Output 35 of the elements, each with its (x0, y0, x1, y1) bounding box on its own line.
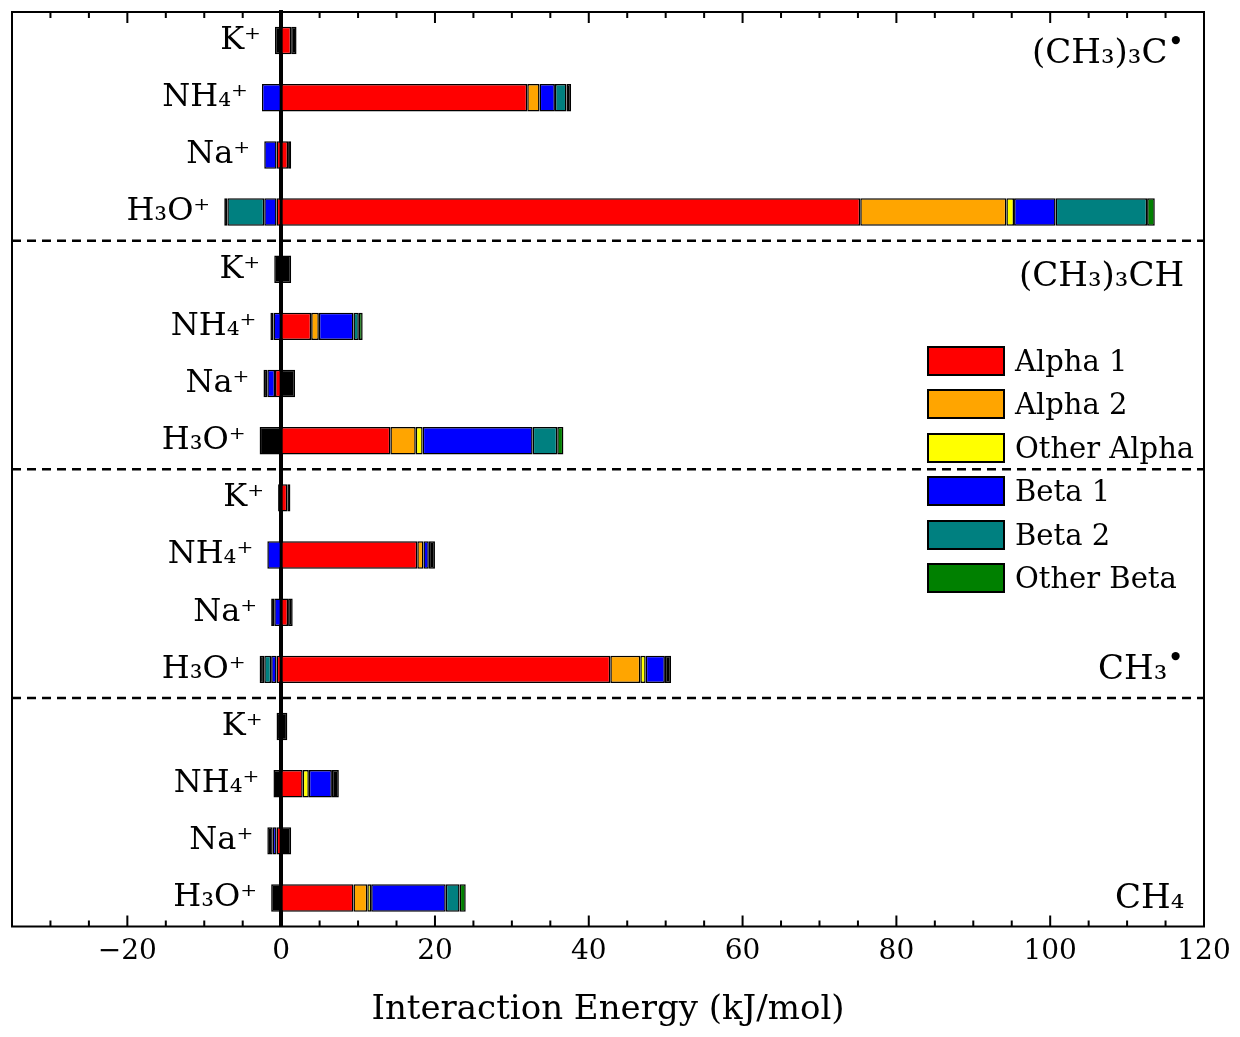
annotation: (CH₃)₃C$^{•}$ (1032, 25, 1185, 72)
y-tick-label: K⁺ (220, 18, 262, 57)
annotation: CH₄ (1115, 875, 1185, 916)
y-tick-label: NH₄⁺ (170, 304, 257, 343)
y-tick-label: K⁺ (223, 476, 265, 515)
y-tick-label: Na⁺ (186, 133, 251, 172)
y-tick-label: Na⁺ (193, 590, 258, 629)
x-axis-title: Interaction Energy (kJ/mol) (371, 987, 845, 1028)
y-tick-label: H₃O⁺ (161, 647, 246, 686)
legend-label: Other Beta (1015, 561, 1177, 596)
y-tick-label: K⁺ (221, 704, 263, 743)
y-tick-label: H₃O⁺ (126, 190, 211, 229)
legend-label: Other Alpha (1015, 430, 1195, 465)
annotation: CH₃$^{•}$ (1098, 640, 1185, 688)
x-tick-label: 40 (570, 932, 607, 966)
y-tick-label: NH₄⁺ (167, 533, 254, 572)
y-tick-label: Na⁺ (189, 819, 254, 858)
legend-label: Beta 2 (1015, 517, 1111, 552)
y-tick-label: K⁺ (219, 247, 261, 286)
x-tick-label: 80 (878, 932, 915, 966)
x-tick-label: −20 (97, 932, 157, 966)
legend-label: Alpha 1 (1015, 343, 1128, 378)
y-tick-label: NH₄⁺ (162, 76, 248, 115)
y-tick-label: H₃O⁺ (161, 419, 246, 458)
x-tick-label: 20 (417, 932, 453, 966)
x-tick-label: 100 (1023, 932, 1077, 966)
x-tick-label: 120 (1177, 932, 1231, 966)
y-tick-label: NH₄⁺ (173, 762, 260, 801)
y-tick-label: H₃O⁺ (173, 876, 258, 915)
x-tick-label: 60 (724, 932, 761, 966)
annotation: (CH₃)₃CH (1019, 253, 1185, 294)
legend-label: Alpha 2 (1015, 387, 1128, 422)
legend-label: Beta 1 (1015, 474, 1111, 509)
y-tick-label: Na⁺ (185, 361, 250, 400)
x-tick-label: 0 (272, 932, 291, 966)
